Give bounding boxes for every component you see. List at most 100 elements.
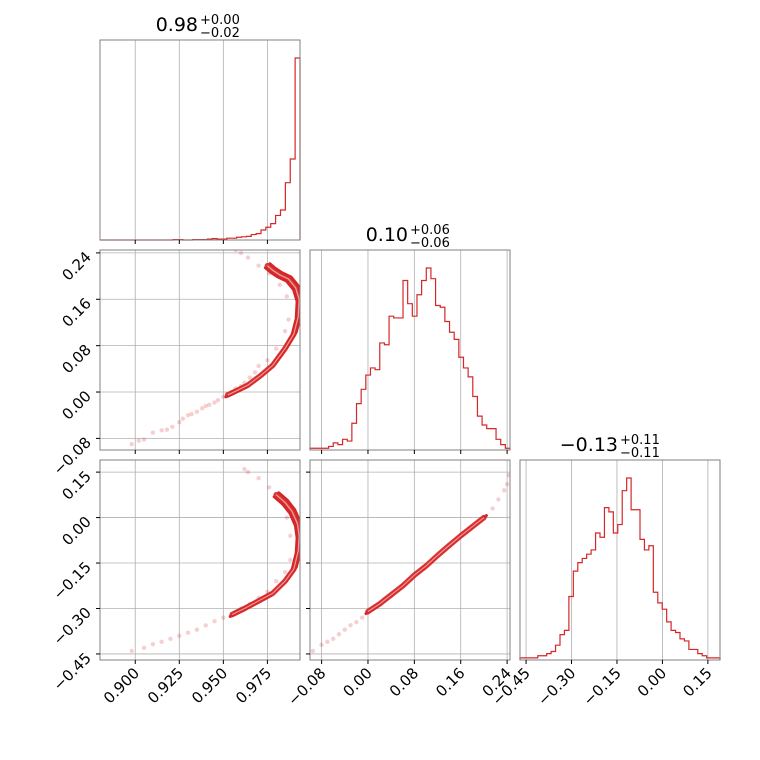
xlabel-2-2: −0.15 <box>580 664 625 709</box>
scatter-point <box>506 472 510 478</box>
scatter-point <box>274 346 279 351</box>
scatter-point <box>180 416 186 421</box>
scatter-point <box>256 475 261 481</box>
scatter-point <box>256 263 261 268</box>
xlabel-1-3: 0.16 <box>432 664 468 700</box>
xlabel-2-4: 0.15 <box>679 664 715 700</box>
scatter-point <box>286 317 291 322</box>
scatter-point <box>221 615 226 620</box>
scatter-point <box>136 438 141 443</box>
scatter-point <box>274 579 279 584</box>
scatter-point <box>359 615 365 620</box>
scatter-point <box>203 623 208 628</box>
scatter-point <box>502 488 507 493</box>
contour-line <box>228 495 299 618</box>
ylabel-2-1: −0.30 <box>50 604 95 649</box>
scatter-point <box>194 409 200 414</box>
scatter-point <box>348 622 353 628</box>
scatter-point <box>207 402 212 407</box>
ylabel-1-2: 0.08 <box>58 341 94 377</box>
contour-core <box>367 517 485 613</box>
ylabel-1-4: 0.24 <box>58 248 94 284</box>
scatter-point <box>159 639 164 645</box>
scatter-point <box>164 427 170 432</box>
scatter-point <box>245 469 251 475</box>
scatter-point <box>221 394 226 399</box>
ylabel-1-0: −0.08 <box>50 434 95 479</box>
scatter-point <box>159 428 164 433</box>
pair-panel-1 <box>96 459 301 664</box>
scatter-point <box>277 282 282 287</box>
scatter-point <box>282 328 288 334</box>
scatter-point <box>129 442 134 447</box>
scatter-point <box>265 357 270 363</box>
scatter-point <box>203 403 208 409</box>
hist-steps-0 <box>100 57 301 241</box>
ylabel-2-3: 0.00 <box>58 513 94 549</box>
scatter-point <box>185 413 191 418</box>
xlabel-1-2: 0.08 <box>386 664 422 700</box>
scatter-point <box>245 255 251 260</box>
scatter-point <box>141 645 147 651</box>
pair-content-2 <box>310 472 510 654</box>
pair-frame-2 <box>309 459 511 661</box>
scatter-point <box>150 430 156 435</box>
title-median-2: −0.13 <box>560 434 618 456</box>
scatter-point <box>177 419 182 425</box>
scatter-point <box>266 485 272 490</box>
scatter-point <box>212 619 217 624</box>
xlabel-0-1: 0.925 <box>144 664 187 707</box>
hist-steps-2 <box>519 477 721 660</box>
scatter-point <box>284 515 289 520</box>
contour-core <box>227 265 300 396</box>
xlabel-0-3: 0.975 <box>232 664 275 707</box>
ylabel-1-1: 0.00 <box>58 387 94 423</box>
ylabel-1-3: 0.16 <box>58 294 94 330</box>
scatter-point <box>256 363 261 369</box>
contour-core <box>231 494 300 616</box>
scatter-point <box>247 375 252 380</box>
pair-frame-1 <box>99 459 301 661</box>
scatter-point <box>319 642 324 648</box>
title-minus-1: −0.06 <box>410 236 450 251</box>
scatter-point <box>200 406 205 411</box>
pair-frame-0 <box>99 249 301 451</box>
scatter-point <box>238 250 244 256</box>
scatter-point <box>242 466 247 472</box>
xlabel-0-0: 0.900 <box>100 664 143 707</box>
scatter-point <box>212 400 217 405</box>
title-minus-2: −0.11 <box>620 446 660 461</box>
scatter-point <box>168 636 173 641</box>
scatter-point <box>288 533 293 538</box>
scatter-point <box>336 632 342 637</box>
title-median-1: 0.10 <box>366 224 408 246</box>
scatter-point <box>177 633 182 638</box>
xlabel-2-1: −0.30 <box>534 664 579 709</box>
ylabel-2-0: −0.45 <box>50 649 95 694</box>
scatter-point <box>325 639 330 645</box>
pair-content-0 <box>125 250 300 458</box>
pair-panel-2 <box>306 459 511 664</box>
title-plus-2: +0.11 <box>620 433 660 448</box>
scatter-point <box>252 370 258 375</box>
title-plus-1: +0.06 <box>410 223 450 238</box>
hist-panel-2: −0.13 +0.11−0.11 <box>519 433 721 664</box>
scatter-point <box>150 642 156 647</box>
title-median-0: 0.98 <box>156 14 198 36</box>
scatter-point <box>125 454 129 458</box>
scatter-point <box>129 648 134 654</box>
scatter-point <box>496 497 501 502</box>
scatter-point <box>330 636 336 641</box>
xlabel-0-2: 0.950 <box>188 664 231 707</box>
scatter-point <box>170 424 175 430</box>
scatter-point <box>194 627 200 632</box>
title-plus-0: +0.00 <box>200 13 240 28</box>
hist-steps-1 <box>309 267 511 450</box>
scatter-point <box>215 397 221 403</box>
xlabel-1-1: 0.00 <box>339 664 375 700</box>
title-minus-0: −0.02 <box>200 26 240 41</box>
hist-frame-2 <box>519 459 721 661</box>
scatter-point <box>233 250 238 253</box>
xlabel-2-3: 0.00 <box>634 664 670 700</box>
hist-frame-1 <box>309 249 511 451</box>
